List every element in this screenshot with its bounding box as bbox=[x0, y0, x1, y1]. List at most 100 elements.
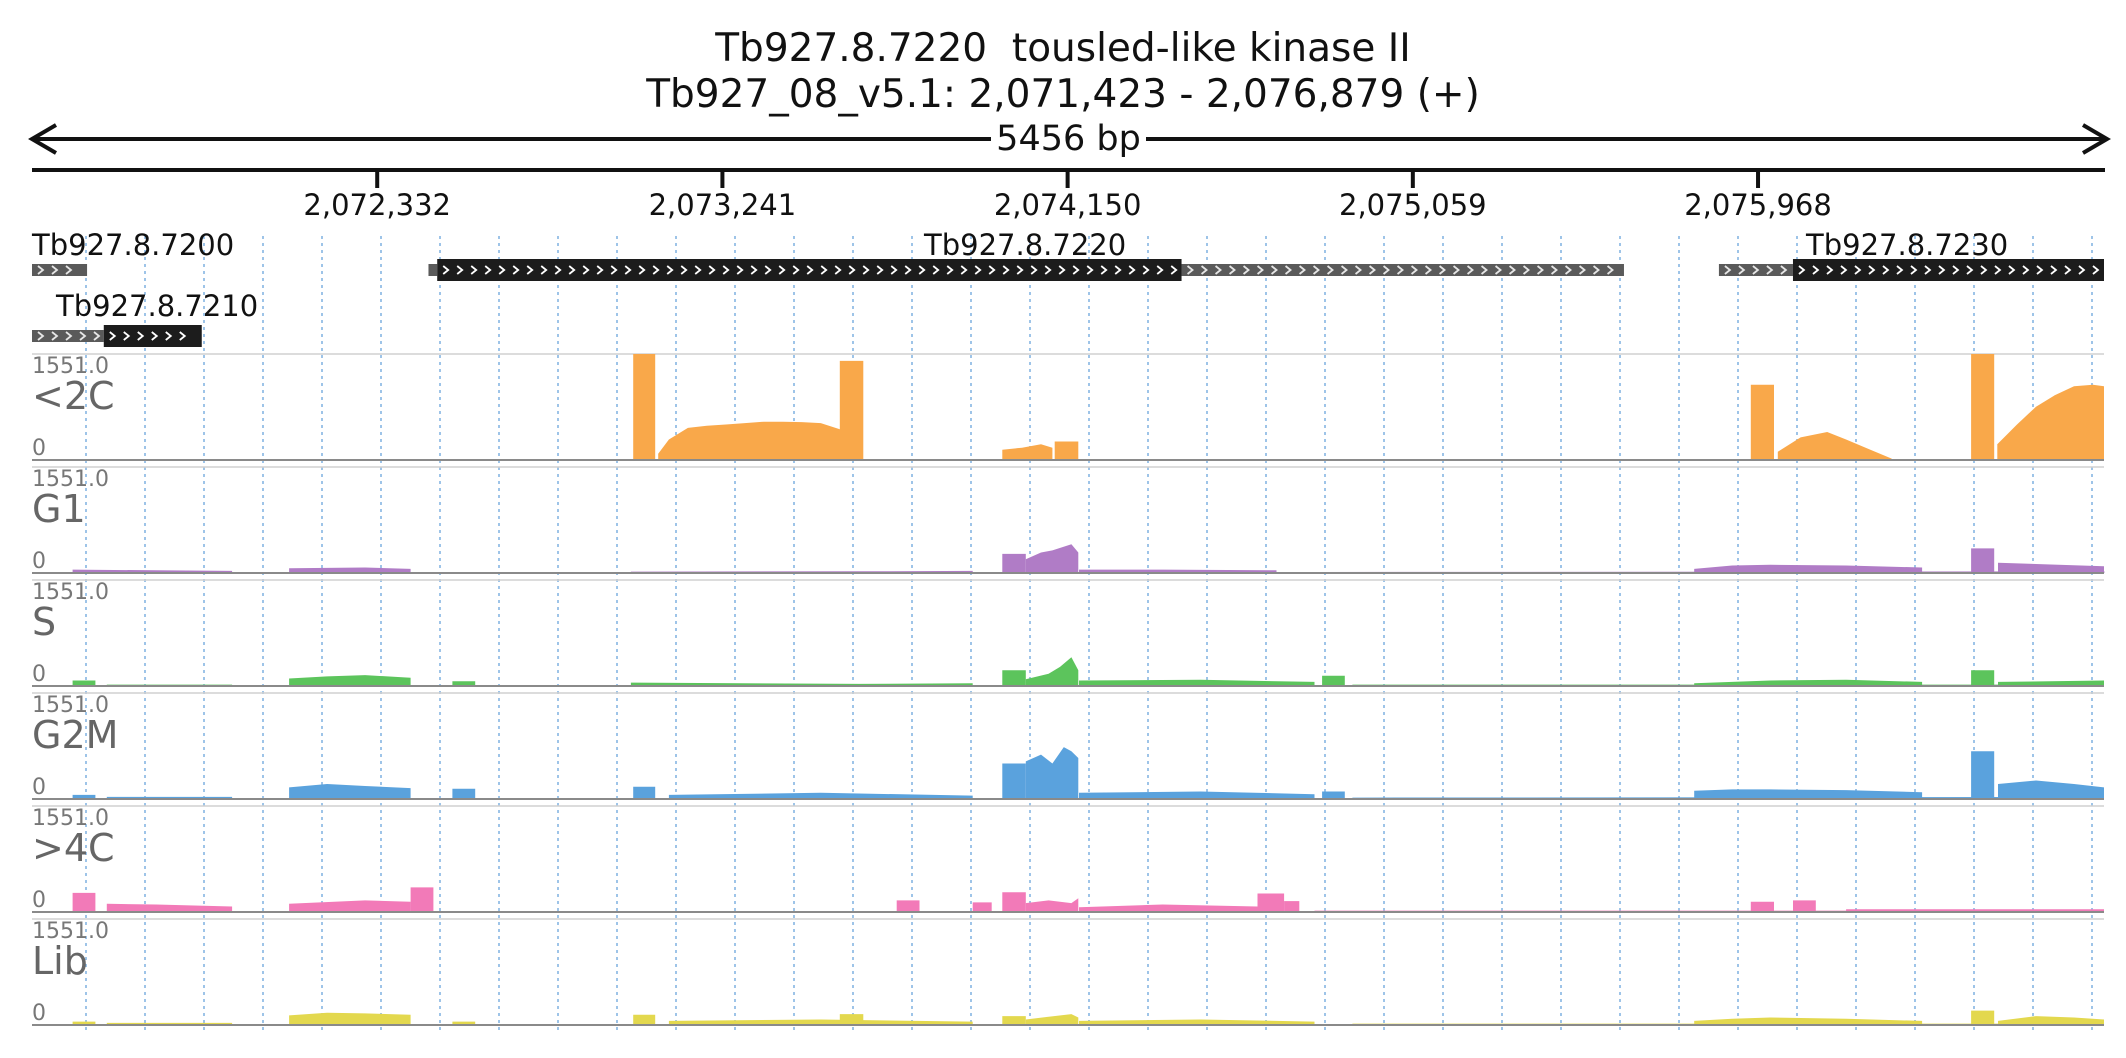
strand-chevron bbox=[442, 265, 450, 275]
strand-chevron bbox=[1256, 265, 1264, 275]
strand-chevron bbox=[51, 331, 59, 341]
strand-chevron bbox=[596, 265, 604, 275]
track-name: >4C bbox=[32, 826, 115, 870]
strand-chevron bbox=[1170, 265, 1178, 275]
track-name: G1 bbox=[32, 487, 86, 531]
coverage-area bbox=[289, 784, 411, 799]
strand-chevron bbox=[820, 265, 828, 275]
coverage-tracks bbox=[32, 353, 2105, 1026]
strand-chevron bbox=[834, 265, 842, 275]
coverage-area bbox=[72, 680, 96, 686]
strand-chevron bbox=[1396, 265, 1404, 275]
coverage-area bbox=[1054, 441, 1079, 460]
track-min-label: 0 bbox=[32, 1001, 46, 1026]
strand-chevron bbox=[1592, 265, 1600, 275]
strand-chevron bbox=[1578, 265, 1586, 275]
coverage-area bbox=[106, 903, 233, 912]
strand-chevron bbox=[904, 265, 912, 275]
strand-chevron bbox=[1114, 265, 1122, 275]
strand-chevron bbox=[1298, 265, 1306, 275]
coverage-area bbox=[839, 360, 864, 460]
strand-chevron bbox=[610, 265, 618, 275]
strand-chevron bbox=[1606, 265, 1614, 275]
strand-chevron bbox=[1186, 265, 1194, 275]
coverage-area bbox=[633, 786, 656, 799]
coverage-area bbox=[289, 567, 411, 573]
coverage-area bbox=[1284, 901, 1300, 912]
strand-chevron bbox=[109, 331, 117, 341]
coverage-area bbox=[289, 675, 411, 686]
strand-chevron bbox=[1480, 265, 1488, 275]
coverage-area bbox=[1793, 900, 1816, 912]
strand-chevron bbox=[1284, 265, 1292, 275]
gene-label: Tb927.8.7230 bbox=[1806, 228, 2009, 262]
track-min-label: 0 bbox=[32, 549, 46, 574]
strand-chevron bbox=[568, 265, 576, 275]
coverage-area bbox=[1079, 904, 1258, 912]
strand-chevron bbox=[470, 265, 478, 275]
gene-model[interactable] bbox=[32, 325, 202, 347]
strand-chevron bbox=[1508, 265, 1516, 275]
strand-chevron bbox=[666, 265, 674, 275]
coverage-area bbox=[1997, 384, 2104, 460]
coverage-area bbox=[1025, 747, 1079, 799]
strand-chevron bbox=[946, 265, 954, 275]
coverage-area bbox=[972, 902, 992, 912]
coverage-area bbox=[1025, 1014, 1079, 1025]
track-min-label: 0 bbox=[32, 888, 46, 913]
strand-chevron bbox=[778, 265, 786, 275]
gene-model[interactable] bbox=[428, 259, 1624, 281]
strand-chevron bbox=[1550, 265, 1558, 275]
strand-chevron bbox=[750, 265, 758, 275]
strand-chevron bbox=[526, 265, 534, 275]
coverage-area bbox=[1750, 384, 1774, 460]
strand-chevron bbox=[960, 265, 968, 275]
ruler-tick-label: 2,072,332 bbox=[303, 188, 451, 222]
strand-chevron bbox=[2022, 265, 2030, 275]
strand-chevron bbox=[1410, 265, 1418, 275]
gene-model[interactable] bbox=[1718, 259, 2104, 281]
gene-block bbox=[32, 330, 104, 342]
coverage-track bbox=[32, 353, 2104, 461]
ruler-tick-label: 2,075,059 bbox=[1339, 188, 1487, 222]
coverage-area bbox=[1079, 1019, 1315, 1025]
strand-chevron bbox=[2008, 265, 2016, 275]
strand-chevron bbox=[932, 265, 940, 275]
strand-chevron bbox=[680, 265, 688, 275]
strand-chevron bbox=[764, 265, 772, 275]
strand-chevron bbox=[179, 331, 187, 341]
coverage-area bbox=[1079, 791, 1315, 799]
coverage-track bbox=[32, 918, 2104, 1026]
strand-chevron bbox=[890, 265, 898, 275]
coverage-area bbox=[1002, 892, 1026, 912]
strand-chevron bbox=[65, 265, 73, 275]
coverage-area bbox=[1971, 548, 1995, 573]
strand-chevron bbox=[512, 265, 520, 275]
strand-chevron bbox=[1812, 265, 1820, 275]
strand-chevron bbox=[1466, 265, 1474, 275]
strand-chevron bbox=[1780, 265, 1788, 275]
strand-chevron bbox=[2064, 265, 2072, 275]
strand-chevron bbox=[1994, 265, 2002, 275]
coverage-area bbox=[658, 421, 852, 460]
strand-chevron bbox=[1200, 265, 1208, 275]
strand-chevron bbox=[123, 331, 131, 341]
strand-chevron bbox=[165, 331, 173, 341]
strand-chevron bbox=[1156, 265, 1164, 275]
strand-chevron bbox=[1854, 265, 1862, 275]
coverage-area bbox=[1002, 670, 1026, 686]
coverage-area bbox=[410, 887, 434, 912]
gene-label: Tb927.8.7220 bbox=[924, 228, 1127, 262]
strand-chevron bbox=[1058, 265, 1066, 275]
strand-chevron bbox=[1938, 265, 1946, 275]
strand-chevron bbox=[2078, 265, 2086, 275]
coverage-area bbox=[1079, 679, 1315, 686]
strand-chevron bbox=[2092, 265, 2100, 275]
strand-chevron bbox=[1910, 265, 1918, 275]
gene-model[interactable] bbox=[32, 264, 88, 276]
strand-chevron bbox=[1438, 265, 1446, 275]
coverage-area bbox=[1002, 763, 1026, 799]
gene-block bbox=[437, 259, 1182, 281]
